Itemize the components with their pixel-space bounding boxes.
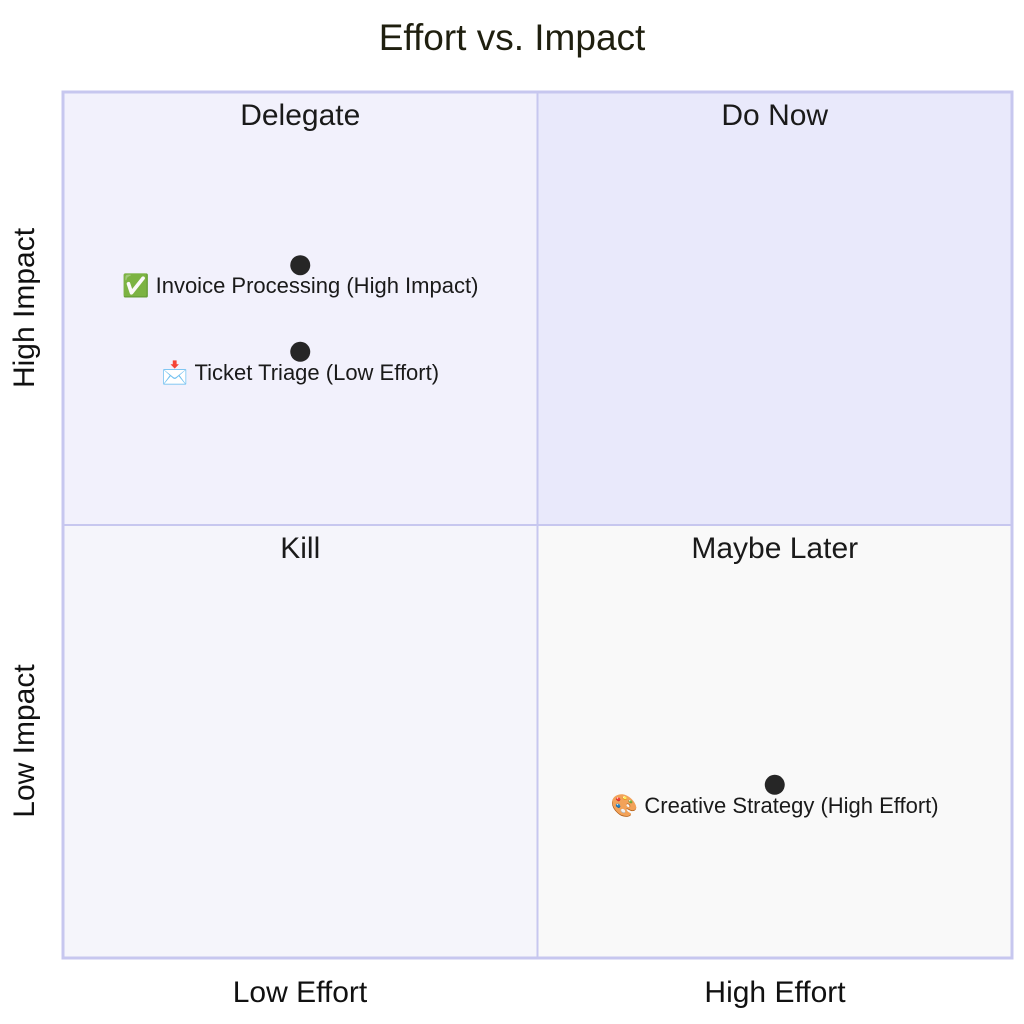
quadrant-do-now <box>537 92 1012 525</box>
quadrant-label-kill: Kill <box>280 532 320 565</box>
point-layer: ✅ Invoice Processing (High Impact) 📩 Tick… <box>122 255 939 818</box>
y-axis-high-label: High Impact <box>8 227 41 388</box>
data-point-label: ✅ Invoice Processing (High Impact) <box>122 273 478 298</box>
quadrant-maybe-later <box>537 525 1012 958</box>
quadrant-label-maybe-later: Maybe Later <box>691 532 858 565</box>
quadrant-label-delegate: Delegate <box>240 99 360 132</box>
grid-lines <box>61 90 1014 960</box>
data-point <box>290 341 311 362</box>
quadrant-label-layer: Delegate Do Now Kill Maybe Later <box>240 99 858 565</box>
quadrant-label-do-now: Do Now <box>721 99 828 132</box>
quadrant-delegate <box>63 92 538 525</box>
data-point <box>290 255 311 276</box>
quadrant-layer <box>63 92 1012 958</box>
quadrant-kill <box>63 525 538 958</box>
chart-title: Effort vs. Impact <box>379 17 646 58</box>
x-axis-high-label: High Effort <box>704 976 846 1009</box>
data-point-label: 📩 Ticket Triage (Low Effort) <box>161 360 439 385</box>
data-point <box>764 774 785 795</box>
y-axis-low-label: Low Impact <box>8 664 41 818</box>
data-point-label: 🎨 Creative Strategy (High Effort) <box>611 792 939 818</box>
x-axis-low-label: Low Effort <box>233 976 368 1009</box>
